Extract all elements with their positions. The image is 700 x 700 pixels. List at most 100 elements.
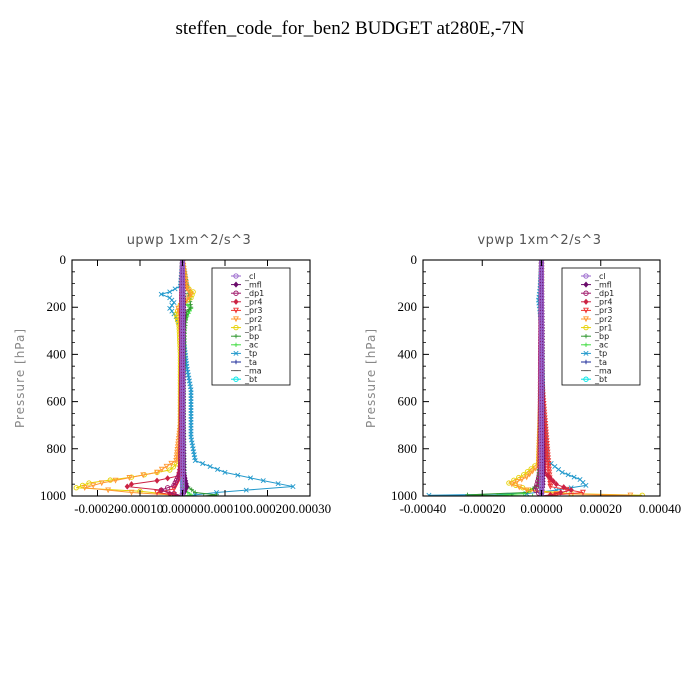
data-point — [538, 445, 545, 451]
figure-title: steffen_code_for_ben2 BUDGET at280E,-7N — [175, 18, 525, 39]
data-point — [179, 455, 186, 461]
data-point — [179, 335, 186, 341]
data-point — [538, 293, 545, 300]
data-point — [538, 383, 545, 390]
data-point — [538, 288, 545, 294]
legend-item: _tp — [231, 349, 257, 358]
legend-item: _pr3 — [231, 306, 262, 315]
data-point — [105, 487, 112, 494]
data-point — [538, 364, 545, 370]
data-point — [140, 472, 147, 479]
data-point — [179, 401, 186, 407]
data-point — [538, 336, 545, 342]
data-point — [538, 406, 545, 412]
data-point — [538, 366, 545, 373]
data-point — [73, 485, 79, 491]
data-point — [538, 321, 545, 328]
legend-label: _ma — [594, 366, 612, 375]
data-point — [538, 307, 545, 314]
data-point — [247, 475, 254, 481]
data-point — [533, 484, 539, 490]
data-point — [506, 480, 512, 486]
data-point — [179, 458, 186, 464]
y-tick-label: 200 — [47, 299, 67, 314]
data-point — [538, 271, 545, 277]
legend-item: _pr4 — [581, 298, 612, 307]
data-point — [185, 303, 191, 308]
x-tick-label: 0.00000 — [161, 501, 203, 516]
legend-item: _pr2 — [231, 315, 262, 324]
data-point — [538, 302, 545, 308]
legend-label: _dp1 — [244, 289, 264, 298]
data-point — [179, 423, 186, 430]
data-point — [163, 463, 170, 470]
legend-item: _pr1 — [581, 323, 612, 332]
data-point — [172, 480, 178, 486]
data-point — [544, 449, 551, 456]
data-point — [171, 482, 177, 489]
data-point — [538, 395, 545, 401]
data-point — [538, 428, 545, 435]
x-tick-label: 0.00020 — [246, 501, 288, 516]
data-point — [179, 352, 186, 358]
data-point — [126, 475, 133, 481]
legend-label: _bt — [594, 375, 607, 384]
legend-label: _bp — [244, 332, 259, 341]
legend-label: _cl — [244, 272, 256, 281]
legend-label: _bp — [594, 332, 609, 341]
data-point — [179, 372, 186, 378]
data-point — [186, 307, 192, 312]
data-point — [538, 425, 545, 432]
data-point — [553, 492, 560, 496]
data-point — [179, 441, 186, 447]
data-point — [565, 472, 571, 478]
data-point — [170, 464, 176, 470]
data-point — [171, 299, 177, 305]
data-point — [179, 326, 186, 333]
data-point — [523, 487, 530, 494]
data-point — [538, 380, 545, 387]
legend-item: _pr4 — [231, 298, 262, 307]
data-point — [179, 321, 186, 327]
series-line — [497, 260, 542, 496]
series-line — [125, 260, 183, 496]
data-point — [154, 489, 160, 496]
data-point — [192, 492, 198, 496]
data-point — [183, 285, 190, 292]
y-tick-label: 400 — [47, 346, 67, 361]
data-point — [200, 461, 206, 467]
data-point — [538, 468, 545, 474]
data-point — [179, 469, 186, 476]
data-point — [538, 268, 545, 274]
legend: _cl_mfl_dp1_pr4_pr3_pr2_pr1_bp_ac_tp_ta_… — [211, 267, 291, 386]
data-point — [639, 492, 645, 496]
data-point — [538, 372, 545, 378]
data-point — [179, 341, 186, 347]
legend-item: _mfl — [231, 280, 262, 289]
data-point — [81, 485, 88, 491]
legend-label: _pr4 — [594, 298, 612, 307]
data-point — [98, 480, 105, 487]
plot-area — [73, 260, 296, 496]
data-point — [179, 449, 186, 456]
data-point — [545, 461, 552, 467]
data-point — [544, 472, 551, 479]
data-point — [179, 381, 186, 387]
y-tick-label: 800 — [398, 441, 418, 456]
legend-label: _dp1 — [594, 289, 614, 298]
data-point — [179, 435, 186, 441]
data-point — [538, 465, 545, 471]
legend-label: _bt — [244, 375, 257, 384]
data-point — [538, 350, 545, 356]
y-tick-label: 1000 — [40, 488, 66, 503]
data-point — [571, 474, 577, 480]
data-point — [185, 294, 192, 301]
legend-label: _pr2 — [594, 315, 612, 324]
data-point — [538, 397, 545, 404]
data-point — [173, 457, 180, 464]
series-bp — [465, 260, 544, 496]
data-point — [179, 270, 186, 277]
legend-label: _ac — [244, 341, 258, 350]
data-point — [179, 338, 186, 344]
